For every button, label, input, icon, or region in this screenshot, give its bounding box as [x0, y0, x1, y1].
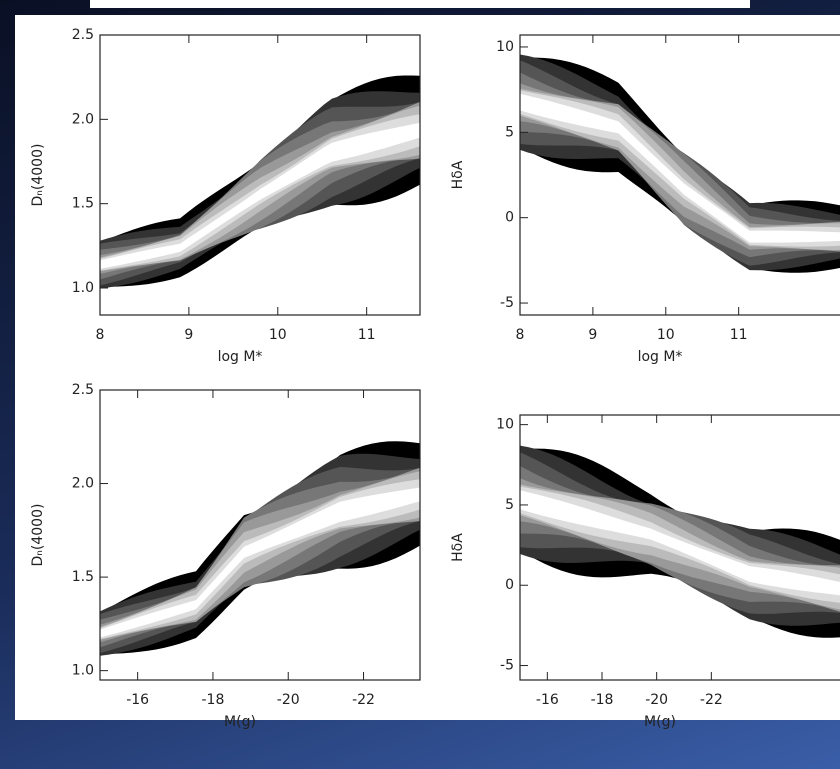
- plot-area: [520, 54, 840, 273]
- plot-frame: [99, 389, 421, 681]
- y-tick-label: 5: [505, 124, 514, 140]
- x-tick-label: -22: [352, 692, 375, 708]
- plot-frame: [99, 34, 421, 316]
- x-tick-label: -18: [591, 692, 614, 708]
- y-tick-label: 2.0: [72, 111, 94, 127]
- x-axis-label: M(g): [644, 714, 676, 730]
- x-tick-label: 8: [516, 327, 525, 343]
- y-tick-label: 1.5: [72, 569, 94, 585]
- y-tick-label: 1.0: [72, 280, 94, 296]
- x-tick-label: -18: [202, 692, 225, 708]
- x-axis-label: M(g): [224, 714, 256, 730]
- y-axis-label: HδA: [450, 533, 466, 562]
- x-tick-label: -16: [536, 692, 559, 708]
- y-tick-label: 1.0: [72, 663, 94, 679]
- top-strip: [90, 0, 750, 8]
- y-tick-label: -5: [500, 295, 514, 311]
- x-tick-label: 10: [657, 327, 675, 343]
- x-tick-label: 8: [96, 327, 105, 343]
- x-axis-label: log M*: [218, 349, 263, 365]
- y-tick-label: 1.5: [72, 196, 94, 212]
- x-tick-label: -20: [277, 692, 300, 708]
- x-tick-label: -16: [126, 692, 149, 708]
- y-axis-label: Dₙ(4000): [30, 504, 46, 567]
- plot-area: [100, 441, 420, 656]
- y-tick-label: -5: [500, 658, 514, 674]
- plot-area: [520, 445, 840, 638]
- x-tick-label: 11: [358, 327, 376, 343]
- x-axis-label: log M*: [638, 349, 683, 365]
- y-axis-label: HδA: [450, 160, 466, 189]
- x-tick-label: -20: [645, 692, 668, 708]
- x-tick-label: -22: [700, 692, 723, 708]
- plot-area: [100, 75, 420, 289]
- y-tick-label: 2.5: [72, 382, 94, 398]
- y-tick-label: 0: [505, 210, 514, 226]
- contour-level: [100, 487, 420, 638]
- x-tick-label: 9: [588, 327, 597, 343]
- y-tick-label: 5: [505, 497, 514, 513]
- y-tick-label: 10: [496, 39, 514, 55]
- contour-level: [520, 490, 840, 596]
- x-tick-label: 9: [184, 327, 193, 343]
- y-tick-label: 10: [496, 417, 514, 433]
- y-tick-label: 0: [505, 577, 514, 593]
- y-tick-label: 2.5: [72, 27, 94, 43]
- x-tick-label: 11: [730, 327, 748, 343]
- plot-frame: [519, 414, 840, 681]
- contour-level: [520, 93, 840, 243]
- x-tick-label: 10: [269, 327, 287, 343]
- plot-frame: [519, 34, 840, 316]
- contour-level: [100, 122, 420, 269]
- y-axis-label: Dₙ(4000): [30, 144, 46, 207]
- y-tick-label: 2.0: [72, 476, 94, 492]
